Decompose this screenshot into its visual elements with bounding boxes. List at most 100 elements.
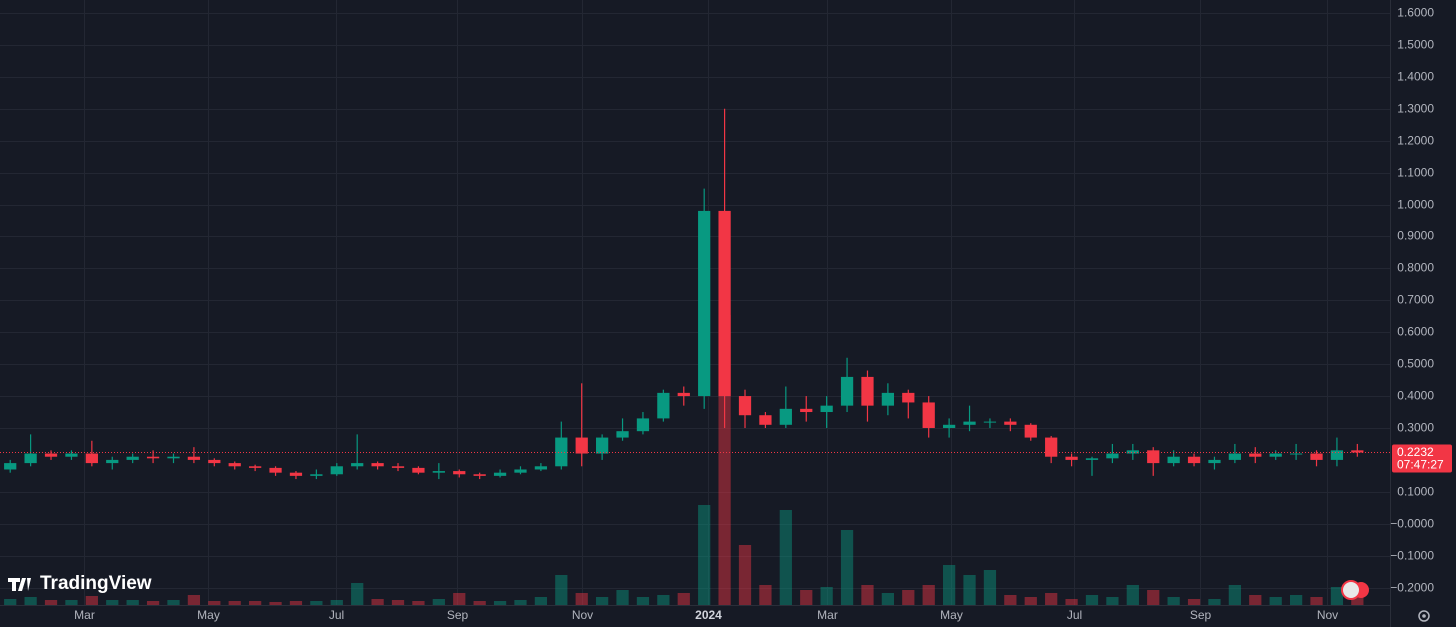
last-price-label: 0.2232 xyxy=(1397,445,1434,459)
candle-body xyxy=(330,466,343,475)
volume-bar xyxy=(1351,595,1364,605)
y-tick-label: 0.7000 xyxy=(1397,293,1434,307)
volume-bar xyxy=(1085,595,1099,605)
grid xyxy=(0,0,1390,605)
volume-bar xyxy=(1330,587,1344,605)
candle-body xyxy=(963,421,976,425)
candle-body xyxy=(820,405,833,413)
candle-body xyxy=(1045,437,1058,457)
candle-body xyxy=(146,456,160,459)
flag-icon[interactable] xyxy=(1341,580,1369,600)
candle-body xyxy=(616,431,629,438)
candle-body xyxy=(351,463,364,467)
candle-body xyxy=(718,210,731,397)
candle-body xyxy=(1330,450,1344,460)
y-tick-label: −0.0000 xyxy=(1390,517,1434,531)
x-tick-label: Jul xyxy=(329,608,344,622)
y-tick-label: 1.3000 xyxy=(1397,102,1434,116)
last-price-box xyxy=(1392,444,1452,473)
candle-body xyxy=(1228,453,1241,460)
candle-body xyxy=(555,437,568,467)
volume-bar xyxy=(534,597,548,605)
volume-bar xyxy=(473,601,486,605)
volume-bar xyxy=(1208,599,1221,605)
settings-icon[interactable] xyxy=(1422,614,1426,618)
volume-bar xyxy=(820,587,833,605)
candle-body xyxy=(800,408,813,413)
candle-body xyxy=(881,392,895,406)
x-tick-label: Sep xyxy=(447,608,469,622)
volume-bar xyxy=(146,601,160,605)
candle-body xyxy=(85,453,98,464)
candle-body xyxy=(840,376,854,406)
candle-body xyxy=(1249,453,1262,457)
candle-body xyxy=(657,392,670,419)
candle-body xyxy=(514,469,527,473)
volume-bar xyxy=(596,597,609,605)
candle-body xyxy=(1126,450,1139,454)
candle-body xyxy=(738,396,752,416)
volume-bar xyxy=(85,596,98,605)
volume-bar xyxy=(1024,597,1037,605)
settings-icon[interactable] xyxy=(1418,610,1430,622)
volume-bar xyxy=(228,601,241,605)
volume-bar xyxy=(351,583,364,605)
volume-bar xyxy=(1045,593,1058,605)
candle-body xyxy=(534,466,548,470)
volume-bar xyxy=(126,600,139,605)
volume-bar xyxy=(861,585,874,605)
candle-body xyxy=(636,418,650,432)
candle-body xyxy=(4,463,17,470)
x-tick-label: Nov xyxy=(572,608,593,622)
volume-bar xyxy=(1126,585,1139,605)
candle-body xyxy=(575,437,588,454)
flag-circle[interactable] xyxy=(1341,580,1361,600)
logo-icon xyxy=(8,578,31,591)
candle-body xyxy=(1289,453,1303,455)
x-tick-label: Nov xyxy=(1317,608,1338,622)
volume-bar xyxy=(391,600,405,605)
candle-body xyxy=(1208,459,1221,464)
candle-layer xyxy=(0,108,1390,480)
candle-body xyxy=(779,408,792,425)
logo-text: TradingView xyxy=(40,573,152,594)
volume-bar xyxy=(677,593,690,605)
candle-body xyxy=(473,474,486,476)
countdown-label: 07:47:27 xyxy=(1397,458,1444,472)
volume-bar xyxy=(1269,597,1282,605)
candle-body xyxy=(1187,456,1201,464)
candle-body xyxy=(677,392,690,397)
candle-body xyxy=(187,456,201,460)
volume-bar xyxy=(555,575,568,605)
settings-button[interactable] xyxy=(1418,610,1430,622)
volume-bar xyxy=(657,595,670,605)
y-tick-label: 1.1000 xyxy=(1397,166,1434,180)
volume-bar xyxy=(902,590,915,605)
candle-body xyxy=(1167,456,1180,464)
volume-bar xyxy=(65,600,78,605)
candle-body xyxy=(1269,453,1282,457)
volume-bar xyxy=(371,599,384,605)
volume-bar xyxy=(1289,595,1303,605)
candle-body xyxy=(1106,453,1119,459)
label-layer: 1.6000 1.5000 1.4000 1.3000 1.2000 1.1000 1.00… xyxy=(74,6,1452,622)
candle-body xyxy=(493,472,507,476)
volume-bar xyxy=(24,597,37,605)
volume-bar xyxy=(44,600,58,605)
candle-body xyxy=(1024,424,1037,438)
volume-bar xyxy=(269,602,282,605)
y-tick-label: 0.5000 xyxy=(1397,357,1434,371)
y-tick-label: 0.8000 xyxy=(1397,261,1434,275)
y-tick-label: 0.6000 xyxy=(1397,325,1434,339)
candle-body xyxy=(942,424,956,428)
y-tick-label: 1.5000 xyxy=(1397,38,1434,52)
y-tick-label: 1.0000 xyxy=(1397,198,1434,212)
volume-bar xyxy=(759,585,772,605)
candle-body xyxy=(1065,456,1078,460)
volume-bar xyxy=(1147,590,1160,605)
candle-body xyxy=(412,467,425,473)
logo: TradingView xyxy=(8,573,152,594)
x-tick-label: Mar xyxy=(74,608,95,622)
